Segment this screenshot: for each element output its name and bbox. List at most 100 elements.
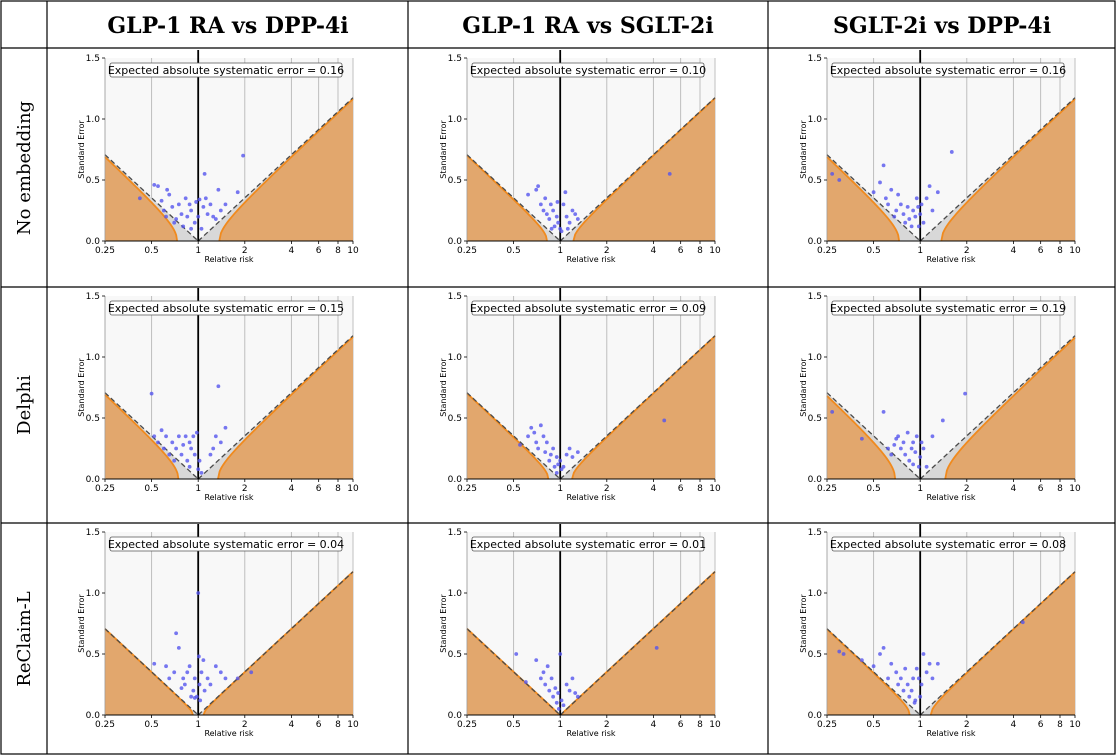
data-point (249, 670, 254, 675)
data-point (563, 190, 568, 195)
x-tick-label: 0.25 (457, 484, 477, 494)
data-point (859, 436, 864, 441)
data-point (196, 654, 201, 659)
data-point (909, 446, 914, 451)
data-point (192, 696, 197, 700)
data-point (167, 192, 172, 197)
data-point (208, 452, 213, 457)
data-point (570, 455, 575, 459)
uncalibrated-boundary-left (826, 154, 921, 242)
uncalibrated-boundary-left (466, 154, 561, 242)
data-point (905, 204, 910, 209)
uncalibrated-boundary-right (919, 571, 1076, 716)
data-point (909, 224, 914, 229)
data-point (189, 226, 194, 231)
data-point (164, 664, 168, 669)
data-point (534, 187, 539, 192)
data-point (918, 212, 923, 217)
y-axis-label: Standard Error (799, 120, 808, 179)
data-point (518, 442, 522, 447)
column-header-sglt2-vs-dpp4: SGLT-2i vs DPP-4i (833, 13, 1051, 39)
data-point (930, 208, 935, 213)
data-point (156, 440, 160, 445)
annotation-box (831, 62, 1065, 78)
x-tick-label: 4 (289, 484, 295, 494)
data-point (892, 442, 897, 447)
data-point (830, 410, 835, 414)
data-point (211, 214, 216, 219)
data-point (543, 682, 548, 687)
calibrated-region-right (219, 99, 353, 241)
data-point (183, 196, 188, 201)
data-point (172, 458, 177, 463)
x-tick-label: 10 (709, 720, 721, 730)
data-point (202, 688, 207, 693)
data-point (889, 452, 894, 457)
data-point (556, 691, 561, 695)
data-point (896, 434, 901, 439)
data-point (152, 182, 157, 187)
x-tick-label: 4 (1011, 484, 1017, 494)
annotation-text: Expected absolute systematic error = 0.0… (470, 538, 706, 551)
data-point (930, 434, 935, 439)
data-point (894, 670, 899, 675)
annotation-box (109, 536, 343, 552)
data-point (176, 202, 181, 207)
x-tick-label: 1 (917, 720, 923, 730)
data-point (198, 698, 203, 703)
x-tick-label: 0.5 (866, 484, 880, 494)
x-tick-label: 0.25 (95, 246, 115, 256)
data-point (549, 226, 554, 231)
data-point (924, 196, 929, 201)
annotation-text: Expected absolute systematic error = 0.1… (108, 64, 344, 77)
data-point (903, 666, 908, 671)
data-point (911, 462, 916, 467)
data-point (159, 198, 164, 203)
calibrated-region-right (573, 98, 715, 241)
data-point (549, 676, 554, 681)
data-point (538, 676, 543, 681)
x-tick-label: 10 (709, 246, 721, 256)
data-point (889, 661, 894, 666)
data-point (551, 694, 556, 699)
data-point (161, 208, 166, 213)
data-point (911, 208, 916, 213)
data-point (172, 670, 177, 675)
data-point (547, 688, 552, 693)
data-point (894, 208, 899, 213)
data-point (201, 658, 206, 662)
data-point (561, 703, 566, 708)
plot-panel-r0-c0: 0.25 0.5 1 2 4 6 8 10 0.0 0.5 1.0 1.5 Relative risk S… (77, 50, 359, 264)
data-point (192, 452, 197, 457)
data-point (919, 682, 924, 687)
data-point (167, 676, 172, 681)
uncalibrated-boundary-right (197, 571, 354, 716)
x-tick-label: 0.25 (95, 720, 115, 730)
data-point (916, 676, 921, 681)
y-tick-label: 0.0 (448, 237, 463, 247)
data-point (205, 676, 210, 681)
column-header-glp1-vs-dpp4: GLP-1 RA vs DPP-4i (107, 13, 348, 39)
x-tick-label: 10 (347, 484, 359, 494)
data-point (208, 202, 213, 207)
x-tick-label: 2 (604, 246, 610, 256)
data-point (896, 682, 901, 687)
annotation-box (471, 536, 705, 552)
data-point (881, 410, 886, 414)
annotation-text: Expected absolute systematic error = 0.0… (830, 538, 1066, 551)
calibrated-boundary-right (944, 336, 1076, 480)
x-tick-label: 8 (335, 484, 341, 494)
data-point (196, 591, 201, 595)
data-point (911, 676, 916, 681)
panels: 0.25 0.5 1 2 4 6 8 10 0.0 0.5 1.0 1.5 Relative risk S… (77, 50, 1081, 738)
annotation-box (109, 62, 343, 78)
data-point (179, 686, 184, 691)
x-tick-label: 0.5 (506, 246, 520, 256)
data-point (554, 700, 559, 705)
data-point (927, 661, 932, 666)
x-tick-label: 10 (1069, 720, 1081, 730)
uncalibrated-boundary-right (197, 335, 354, 480)
data-point (573, 691, 578, 695)
data-point (903, 452, 908, 457)
data-point (935, 661, 940, 666)
